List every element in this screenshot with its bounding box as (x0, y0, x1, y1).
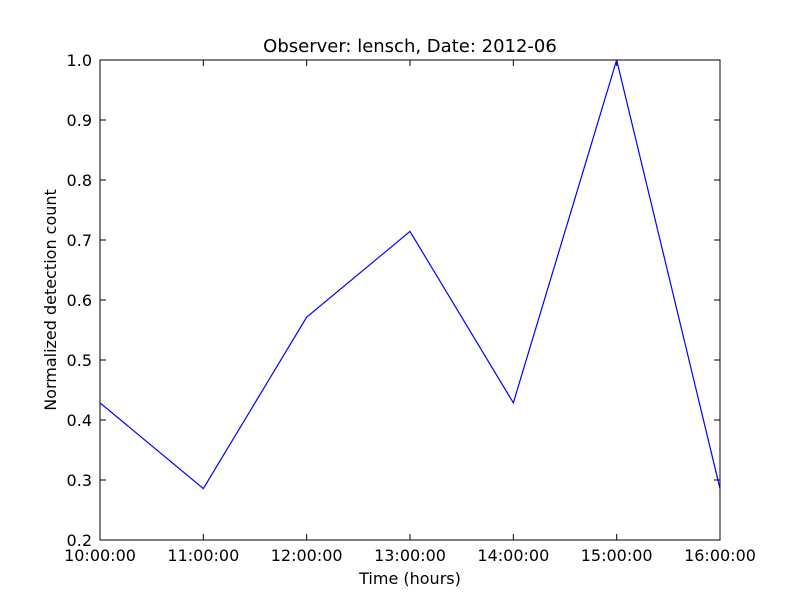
x-axis-label: Time (hours) (358, 569, 461, 588)
y-axis-label: Normalized detection count (41, 189, 60, 411)
x-tick-label: 13:00:00 (374, 546, 446, 565)
x-tick-label: 11:00:00 (167, 546, 239, 565)
y-tick-label: 0.7 (67, 231, 92, 250)
y-tick-label: 1.0 (67, 51, 92, 70)
series-line (100, 60, 720, 490)
chart-title: Observer: lensch, Date: 2012-06 (263, 36, 557, 57)
x-tick-label: 16:00:00 (684, 546, 756, 565)
y-tick-label: 0.2 (67, 531, 92, 550)
x-tick-label: 10:00:00 (64, 546, 136, 565)
y-tick-label: 0.4 (67, 411, 92, 430)
y-tick-label: 0.9 (67, 111, 92, 130)
x-tick-label: 15:00:00 (581, 546, 653, 565)
x-tick-label: 14:00:00 (477, 546, 549, 565)
y-tick-label: 0.5 (67, 351, 92, 370)
plot-area: 0.2 0.3 0.4 0.5 0.6 0.7 0.8 0.9 1.0 10:00:00 11:00… (64, 51, 756, 565)
y-tick-label: 0.6 (67, 291, 92, 310)
plot-frame (99, 59, 721, 541)
y-tick-label: 0.8 (67, 171, 92, 190)
y-tick-label: 0.3 (67, 471, 92, 490)
x-tick-label: 12:00:00 (271, 546, 343, 565)
